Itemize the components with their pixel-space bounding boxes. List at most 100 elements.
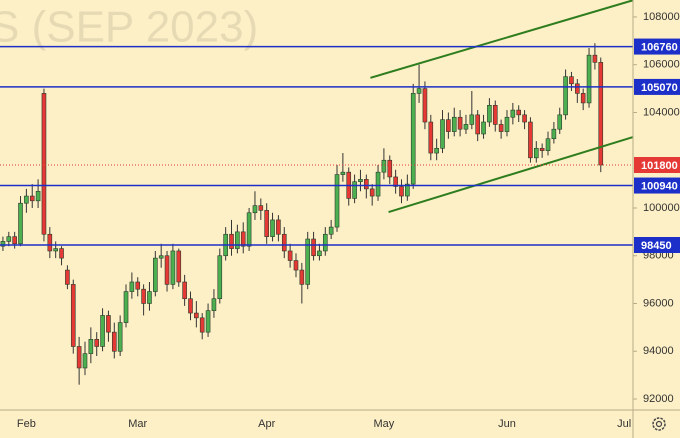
candle-body — [405, 183, 410, 197]
candle-body — [317, 250, 322, 257]
candle-body — [188, 298, 193, 314]
candle-body — [211, 298, 217, 311]
candle-body — [457, 116, 463, 130]
last-price-label: 101800 — [641, 160, 678, 172]
candle-body — [580, 93, 586, 104]
candle-body — [399, 186, 404, 197]
y-tick-label: 92000 — [643, 393, 674, 405]
candle-body — [153, 257, 158, 292]
candle-body — [575, 83, 580, 94]
candle-body — [106, 315, 111, 333]
price-axis — [633, 0, 680, 438]
y-tick-label: 104000 — [643, 106, 680, 118]
candle-body — [24, 195, 29, 204]
candle-body — [516, 109, 522, 116]
candle-body — [428, 121, 434, 154]
candle-body — [586, 54, 592, 104]
y-tick-label: 98000 — [643, 250, 674, 262]
candle-body — [498, 124, 504, 132]
level-label: 100940 — [641, 180, 678, 192]
level-label-box — [634, 177, 680, 194]
candle-body — [352, 181, 357, 199]
candle-body — [463, 124, 469, 130]
candle-body — [340, 171, 346, 175]
candle-body — [510, 109, 516, 118]
candle-body — [592, 54, 598, 63]
gear-outer[interactable] — [652, 417, 666, 431]
candle-body — [533, 147, 539, 159]
candle-body — [229, 233, 234, 249]
candle-body — [82, 353, 88, 369]
candle-body — [545, 138, 551, 151]
trend-line — [388, 136, 634, 214]
candle-body — [358, 179, 363, 183]
candle-body — [53, 248, 58, 252]
candle-body — [293, 260, 299, 271]
candle-body — [281, 233, 287, 252]
candle-body — [147, 291, 152, 304]
candle-body — [469, 114, 475, 125]
candle-body — [446, 119, 451, 132]
candle-body — [158, 255, 164, 259]
candle-body — [94, 339, 100, 347]
candle-body — [217, 255, 223, 300]
candle-body — [299, 269, 305, 285]
candle-body — [264, 210, 269, 237]
candle-body — [47, 233, 53, 252]
candle-body — [35, 190, 41, 202]
candle-body — [252, 205, 258, 214]
candle-body — [182, 281, 187, 300]
candle-body — [434, 147, 439, 154]
candle-body — [240, 231, 246, 247]
candle-body — [205, 310, 211, 333]
candle-body — [364, 179, 369, 190]
y-tick-label: 106000 — [643, 59, 680, 71]
level-label-box — [634, 78, 680, 95]
axes: 92000 94000 96000 98000 100000 104000 106000 10… — [17, 11, 680, 430]
candle-body — [451, 116, 457, 132]
candle-body — [481, 121, 486, 135]
candle-body — [65, 269, 70, 285]
settings-icon[interactable] — [652, 417, 666, 431]
trend-line — [370, 0, 634, 79]
candle-body — [328, 226, 334, 235]
candle-body — [440, 119, 445, 149]
candle-body — [41, 93, 47, 235]
level-label: 105070 — [641, 82, 678, 94]
candle-body — [539, 147, 545, 151]
candle-body — [369, 188, 375, 197]
candle-body — [194, 312, 199, 319]
level-label-box — [634, 38, 680, 55]
candle-body — [475, 114, 480, 135]
x-tick-label: Jun — [498, 418, 516, 430]
candle-body — [504, 116, 510, 132]
candle-body — [6, 236, 12, 242]
candle-body — [59, 248, 64, 259]
watermark: S (SEP 2023) — [0, 3, 258, 52]
level-label-box — [634, 236, 680, 253]
y-tick-label: 108000 — [643, 11, 680, 23]
level-label: 106760 — [641, 41, 678, 53]
candle-body — [111, 331, 117, 352]
candle-body — [563, 76, 568, 116]
candle-body — [135, 281, 141, 290]
candle-body — [334, 174, 340, 228]
candle-body — [199, 317, 205, 333]
candle-body — [29, 195, 35, 202]
candle-body — [598, 62, 604, 166]
gear-inner[interactable] — [655, 420, 663, 428]
candle-body — [487, 105, 492, 123]
candle-body — [375, 171, 381, 197]
candle-body — [170, 250, 176, 285]
candle-body — [129, 281, 135, 292]
candle-body — [416, 88, 422, 94]
candle-body — [522, 114, 527, 123]
candle-body — [387, 159, 393, 178]
candle-body — [492, 105, 498, 125]
x-tick-label: Mar — [128, 418, 147, 430]
candle-body — [410, 93, 416, 185]
y-tick-label: 96000 — [643, 297, 674, 309]
x-tick-label: May — [374, 418, 395, 430]
candle-body — [12, 236, 17, 245]
